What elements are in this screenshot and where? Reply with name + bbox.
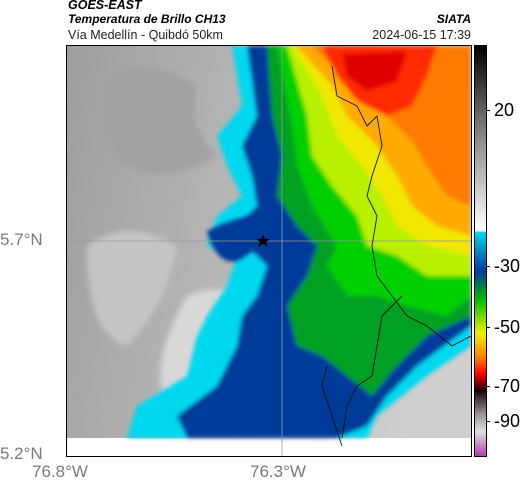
colorbar-tick — [486, 327, 490, 328]
colorbar-label-minus-50: -50 — [494, 317, 521, 337]
organization-label: SIATA — [436, 12, 471, 26]
lon-label-76-8: 76.8°W — [32, 462, 88, 481]
star-icon — [256, 234, 270, 247]
colorbar-tick — [486, 421, 490, 422]
product-title: Temperatura de Brillo CH13 — [68, 12, 226, 26]
colorbar-label-minus-90: -90 — [494, 411, 521, 431]
brightness-temperature-map — [66, 45, 472, 457]
location-label: Vía Medellín - Quibdó 50km — [68, 28, 223, 42]
temperature-colorbar — [474, 45, 487, 457]
lon-label-76-3: 76.3°W — [250, 462, 306, 481]
colorbar-label-minus-30: -30 — [494, 256, 521, 276]
colorbar-tick — [486, 386, 490, 387]
colorbar-tick — [486, 110, 490, 111]
colorbar-label-minus-70: -70 — [494, 376, 521, 396]
satellite-name: GOES-EAST — [68, 0, 142, 12]
colorbar-label-20: 20 — [494, 100, 515, 120]
colorbar-tick — [486, 266, 490, 267]
timestamp-label: 2024-06-15 17:39 — [372, 28, 471, 42]
lat-label-5-2: 5.2°N — [0, 444, 43, 463]
lat-label-5-7: 5.7°N — [0, 230, 43, 249]
